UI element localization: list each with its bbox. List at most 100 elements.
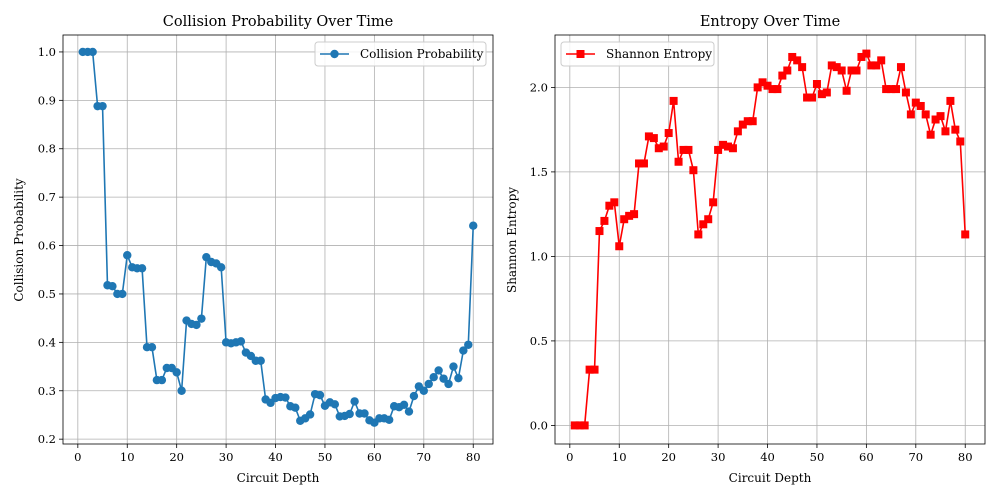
entropy-data-point xyxy=(862,49,871,58)
entropy-data-point xyxy=(674,157,683,166)
collision-x-tick-label: 0 xyxy=(74,450,81,464)
collision-data-point xyxy=(434,366,443,375)
entropy-data-point xyxy=(803,93,812,102)
collision-data-point xyxy=(88,47,97,57)
entropy-x-tick-label: 80 xyxy=(958,450,973,464)
entropy-legend-box xyxy=(560,41,715,67)
collision-ticks: 0 10 20 30 40 50 60 70 80 0.2 0.3 0.4 0.5 0.6 0.7 0.8 0.… xyxy=(38,45,481,464)
entropy-y-tick-label: 2.0 xyxy=(530,80,548,94)
collision-data-point xyxy=(419,386,429,395)
entropy-data-point xyxy=(615,242,624,251)
collision-data-point xyxy=(157,375,167,385)
collision-x-tick-label: 20 xyxy=(169,450,184,464)
collision-data-point xyxy=(424,379,433,389)
entropy-x-tick-label: 40 xyxy=(760,450,775,464)
collision-series xyxy=(78,47,478,427)
collision-y-tick-label: 0.4 xyxy=(38,335,56,349)
entropy-data-point xyxy=(847,66,856,75)
entropy-grid xyxy=(555,35,985,444)
entropy-data-point xyxy=(926,130,935,139)
entropy-data-point xyxy=(837,66,846,75)
entropy-data-point xyxy=(669,96,678,105)
entropy-data-point xyxy=(664,129,673,138)
collision-y-tick-label: 0.6 xyxy=(38,239,56,253)
entropy-data-point xyxy=(625,211,634,220)
entropy-data-point xyxy=(882,85,891,94)
entropy-data-point xyxy=(743,117,752,126)
entropy-data-point xyxy=(580,421,589,430)
entropy-data-point xyxy=(931,115,940,124)
chart-entropy: 0 10 20 30 40 50 60 70 80 0.0 0.5 1.0 1.5 2.0 Entropy… xyxy=(505,14,986,485)
entropy-y-tick-label: 1.5 xyxy=(530,165,548,179)
collision-y-tick-label: 0.8 xyxy=(38,142,56,156)
entropy-data-point xyxy=(852,66,861,75)
entropy-data-point xyxy=(877,56,886,65)
entropy-x-tick-label: 30 xyxy=(711,450,726,464)
collision-legend-label: Collision Probability xyxy=(360,47,484,61)
collision-data-point xyxy=(439,374,448,383)
collision-data-point xyxy=(118,289,127,299)
collision-legend-box xyxy=(314,41,487,67)
collision-data-point xyxy=(404,407,414,416)
collision-data-point xyxy=(137,264,147,273)
entropy-y-tick-label: 0.0 xyxy=(530,418,548,432)
entropy-data-point xyxy=(689,166,698,175)
entropy-x-tick-label: 20 xyxy=(661,450,676,464)
entropy-data-point xyxy=(728,144,737,153)
collision-data-point xyxy=(256,356,265,365)
collision-data-point xyxy=(409,391,419,401)
collision-legend: Collision Probability xyxy=(314,41,487,67)
entropy-data-point xyxy=(600,216,609,225)
entropy-data-point xyxy=(941,127,950,136)
entropy-data-point xyxy=(892,85,901,94)
entropy-data-point xyxy=(901,88,910,97)
entropy-chart-title: Entropy Over Time xyxy=(700,14,840,30)
entropy-data-point xyxy=(857,52,866,61)
collision-data-point xyxy=(350,397,359,406)
collision-x-tick-label: 50 xyxy=(318,450,333,464)
entropy-data-point xyxy=(610,198,619,207)
entropy-x-tick-label: 70 xyxy=(908,450,923,464)
entropy-data-point xyxy=(788,52,797,61)
collision-x-tick-label: 40 xyxy=(268,450,283,464)
collision-x-tick-label: 30 xyxy=(219,450,234,464)
entropy-data-point xyxy=(709,198,718,207)
collision-data-point xyxy=(291,403,300,412)
entropy-data-point xyxy=(896,63,905,72)
entropy-data-point xyxy=(842,86,851,95)
collision-data-point xyxy=(469,221,478,230)
collision-data-point xyxy=(305,410,315,419)
entropy-y-tick-label: 1.0 xyxy=(530,249,548,263)
entropy-data-point xyxy=(832,63,841,72)
entropy-data-point xyxy=(783,66,792,75)
entropy-data-point xyxy=(630,210,639,219)
entropy-data-point xyxy=(822,88,831,97)
entropy-legend-label: Shannon Entropy xyxy=(606,47,712,61)
entropy-data-point xyxy=(798,63,807,72)
entropy-data-point xyxy=(733,127,742,136)
entropy-data-point xyxy=(916,101,925,110)
collision-data-point xyxy=(449,362,458,371)
entropy-y-tick-label: 0.5 xyxy=(530,334,548,348)
entropy-data-point xyxy=(773,85,782,94)
collision-data-point xyxy=(197,314,206,323)
entropy-plot-frame xyxy=(554,34,986,445)
collision-data-point xyxy=(236,337,246,346)
collision-data-point xyxy=(315,390,325,400)
entropy-x-axis-label: Circuit Depth xyxy=(729,471,812,485)
collision-data-point xyxy=(399,400,409,409)
entropy-data-point xyxy=(620,215,629,224)
entropy-data-point xyxy=(654,144,663,153)
collision-data-point xyxy=(360,409,369,418)
entropy-data-point xyxy=(946,96,955,105)
collision-data-point xyxy=(216,263,226,272)
collision-data-point xyxy=(459,346,468,355)
entropy-data-point xyxy=(887,85,896,94)
chart-collision: 0 10 20 30 40 50 60 70 80 0.2 0.3 0.4 0.5 0.6 0.7 0.8 0.… xyxy=(12,14,494,485)
collision-y-tick-label: 0.2 xyxy=(38,432,56,446)
collision-data-point xyxy=(345,409,354,419)
entropy-data-point xyxy=(679,145,688,154)
entropy-data-point xyxy=(778,71,787,80)
collision-data-point xyxy=(98,101,107,111)
